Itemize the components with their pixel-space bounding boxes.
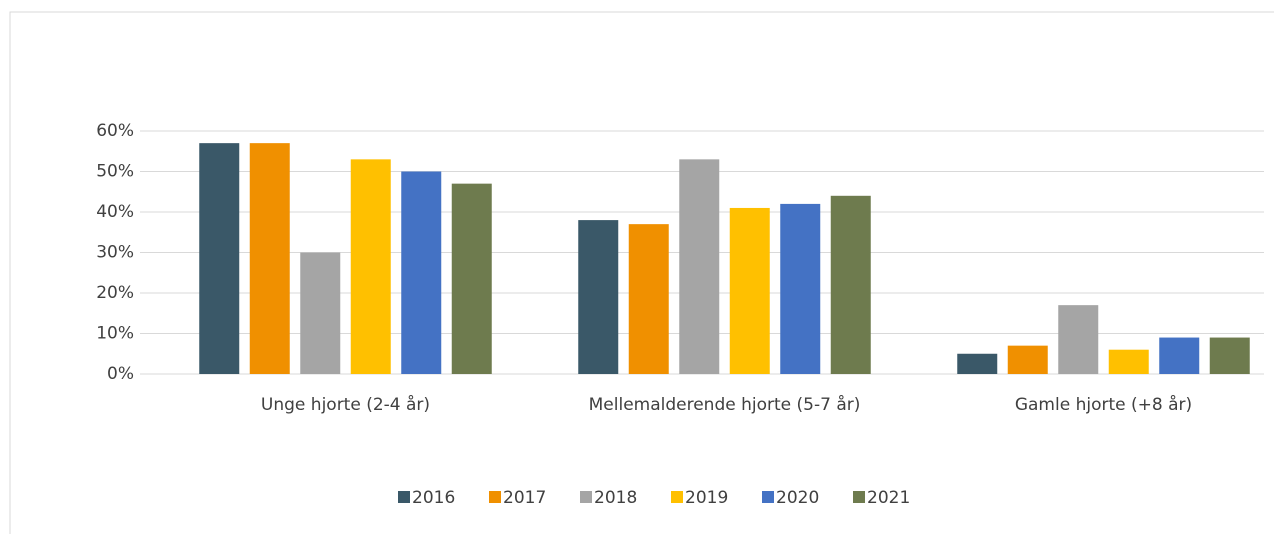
bar xyxy=(1007,345,1048,374)
y-tick-label: 60% xyxy=(96,121,134,141)
y-tick-label: 20% xyxy=(96,283,134,303)
x-tick-label: Mellemalderende hjorte (5-7 år) xyxy=(589,394,861,415)
bar xyxy=(679,159,720,374)
legend-swatch xyxy=(671,491,683,503)
bar xyxy=(401,171,442,374)
y-tick-label: 10% xyxy=(96,324,134,344)
bar xyxy=(249,143,290,374)
bar xyxy=(1108,349,1149,374)
y-tick-label: 0% xyxy=(107,364,134,384)
legend-swatch xyxy=(398,491,410,503)
y-tick-label: 40% xyxy=(96,202,134,222)
bar xyxy=(578,220,619,374)
bar xyxy=(1209,337,1250,374)
bar xyxy=(300,252,341,374)
legend-swatch xyxy=(853,491,865,503)
legend-swatch xyxy=(762,491,774,503)
chart-frame xyxy=(9,11,1274,534)
legend-label: 2019 xyxy=(685,488,728,508)
y-tick-label: 50% xyxy=(96,162,134,182)
bar xyxy=(350,159,391,374)
legend-label: 2017 xyxy=(503,488,546,508)
legend-label: 2020 xyxy=(776,488,819,508)
bar xyxy=(628,224,669,374)
bar xyxy=(451,183,492,374)
bar xyxy=(199,143,240,374)
bar xyxy=(1159,337,1200,374)
legend-swatch xyxy=(489,491,501,503)
bar xyxy=(1058,305,1099,374)
bar xyxy=(780,203,821,374)
x-tick-label: Unge hjorte (2-4 år) xyxy=(261,394,430,415)
legend-label: 2018 xyxy=(594,488,637,508)
legend-label: 2016 xyxy=(412,488,455,508)
bar xyxy=(957,353,998,374)
legend-swatch xyxy=(580,491,592,503)
bar xyxy=(830,195,871,374)
legend-label: 2021 xyxy=(867,488,910,508)
y-tick-label: 30% xyxy=(96,243,134,263)
x-tick-label: Gamle hjorte (+8 år) xyxy=(1015,394,1192,415)
bar xyxy=(729,207,770,374)
